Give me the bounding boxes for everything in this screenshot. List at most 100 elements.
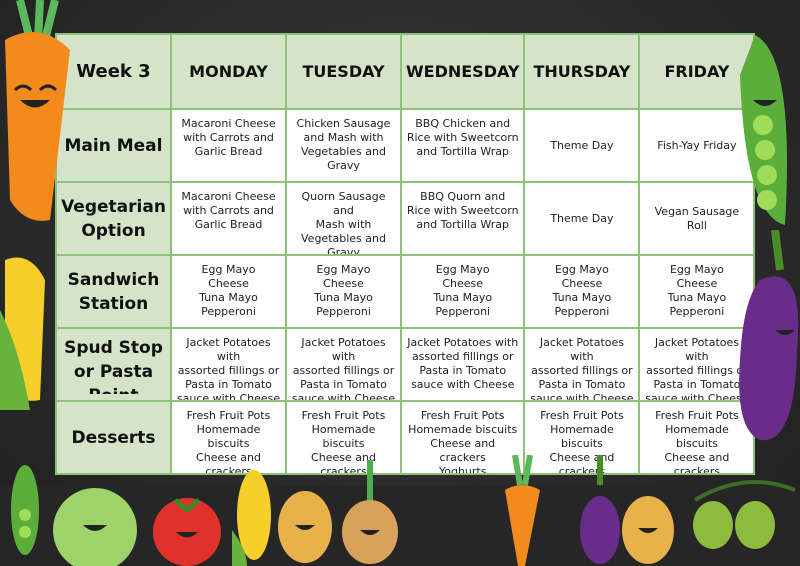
menu-cell: Egg Mayo Cheese Tuna Mayo Pepperoni: [399, 254, 526, 329]
menu-row: Desserts Fresh Fruit Pots Homemade biscuit…: [55, 400, 756, 475]
day-header-wednesday: WEDNESDAY: [399, 33, 526, 110]
menu-item: Fresh Fruit Pots: [301, 409, 386, 422]
onion-icon: [342, 460, 398, 564]
menu-cell: Jacket Potatoes with assorted fillings or…: [638, 327, 756, 402]
menu-item: Pasta in Tomato: [538, 378, 626, 391]
menu-cell: Fresh Fruit Pots Homemade biscuits Cheese …: [170, 400, 287, 475]
tomato-icon: [153, 498, 221, 566]
menu-item: Garlic Bread: [194, 145, 263, 158]
menu-item: sauce with Cheese: [176, 392, 281, 400]
menu-table: Week 3 MONDAY TUESDAY WEDNESDAY THURSDAY FRID…: [55, 33, 756, 475]
menu-item: Pasta in Tomato: [300, 378, 387, 391]
carrot-icon: [5, 0, 70, 221]
menu-cell: Macaroni Cheese with Carrots and Garlic Br…: [170, 108, 287, 183]
menu-item: Tuna Mayo: [433, 291, 493, 304]
menu-cell: Jacket Potatoes with assorted fillings or…: [285, 327, 402, 402]
menu-cell: Fish-Yay Friday: [638, 108, 756, 183]
menu-item: Cheese: [323, 277, 364, 290]
row-label-text: Sandwich Station: [67, 269, 160, 314]
menu-item: Egg Mayo: [316, 263, 371, 276]
menu-item: sauce with Cheese: [645, 392, 749, 400]
row-label-text: Vegetarian Option: [61, 196, 166, 241]
menu-cell: BBQ Chicken and Rice with Sweetcorn and To…: [399, 108, 526, 183]
day-header-thursday: THURSDAY: [523, 33, 641, 110]
menu-item: Cheese: [561, 277, 603, 290]
menu-item: with Carrots and: [183, 204, 274, 217]
menu-cell: Egg Mayo Cheese Tuna Mayo Pepperoni: [285, 254, 402, 329]
menu-cell: Jacket Potatoes with assorted fillings or…: [170, 327, 287, 402]
menu-item: Egg Mayo: [669, 263, 724, 276]
menu-cell: Egg Mayo Cheese Tuna Mayo Pepperoni: [523, 254, 641, 329]
menu-cell: Macaroni Cheese with Carrots and Garlic Br…: [170, 181, 287, 256]
menu-item: Tuna Mayo: [667, 291, 727, 304]
menu-item: Rice with Sweetcorn: [406, 131, 519, 144]
menu-item: sauce with Cheese: [411, 378, 515, 391]
row-label-text: Desserts: [71, 427, 156, 448]
menu-cell: Egg Mayo Cheese Tuna Mayo Pepperoni: [170, 254, 287, 329]
menu-item: Pepperoni: [316, 305, 371, 318]
menu-row: Main Meal Macaroni Cheese with Carrots and…: [55, 108, 756, 183]
menu-item: assorted fillings or: [292, 364, 395, 377]
potato-icon: [278, 491, 332, 563]
menu-item: BBQ Chicken and: [415, 117, 511, 130]
menu-item: Tuna Mayo: [314, 291, 373, 304]
menu-item: Homemade biscuits: [550, 423, 614, 450]
menu-item: Jacket Potatoes with: [407, 336, 519, 349]
menu-cell: Jacket Potatoes with assorted fillings or…: [399, 327, 526, 402]
menu-item: Garlic Bread: [194, 218, 263, 231]
menu-cell: Chicken Sausage and Mash with Vegetables a…: [285, 108, 402, 183]
menu-item: Jacket Potatoes with: [539, 336, 624, 363]
day-header-tuesday: TUESDAY: [285, 33, 402, 110]
row-label: Main Meal: [55, 108, 172, 183]
day-header-friday: FRIDAY: [638, 33, 756, 110]
menu-item: Cheese and crackers: [664, 451, 730, 473]
menu-item: and Mash with: [303, 131, 384, 144]
menu-item: Homemade biscuits: [311, 423, 376, 450]
menu-item: Homemade biscuits: [665, 423, 729, 450]
menu-item: assorted fillings or: [646, 364, 748, 377]
menu-item: Cheese and crackers: [196, 451, 261, 473]
menu-item: Jacket Potatoes with: [654, 336, 739, 363]
menu-cell: Egg Mayo Cheese Tuna Mayo Pepperoni: [638, 254, 756, 329]
menu-cell: Theme Day: [523, 181, 641, 256]
menu-cell: Fresh Fruit Pots Homemade biscuits Cheese …: [399, 400, 526, 475]
menu-item: Pepperoni: [435, 305, 491, 318]
row-label-text: Spud Stop or Pasta Point: [64, 337, 163, 394]
menu-item: Pepperoni: [554, 305, 610, 318]
menu-item: Tuna Mayo: [199, 291, 258, 304]
olives-icon: [693, 480, 796, 549]
menu-item: with Carrots and: [183, 131, 274, 144]
cabbage-icon: [53, 488, 137, 566]
menu-item: Egg Mayo: [201, 263, 256, 276]
menu-item: Jacket Potatoes with: [301, 336, 386, 363]
menu-item: Mash with: [315, 218, 372, 231]
corn-small-icon: [232, 470, 271, 566]
row-label: Sandwich Station: [55, 254, 172, 329]
row-label: Spud Stop or Pasta Point: [55, 327, 172, 402]
menu-item: sauce with Cheese: [530, 392, 634, 400]
corn-icon: [0, 257, 45, 410]
menu-item: Gravy: [327, 159, 360, 172]
menu-item: and Tortilla Wrap: [416, 218, 510, 231]
menu-row: Sandwich Station Egg Mayo Cheese Tuna Mayo P…: [55, 254, 756, 329]
menu-item: Fresh Fruit Pots: [420, 409, 505, 422]
menu-item: Homemade biscuits: [196, 423, 261, 450]
menu-item: assorted fillings or: [411, 350, 514, 363]
menu-item: and Tortilla Wrap: [416, 145, 510, 158]
menu-item: Vegan Sausage Roll: [654, 204, 740, 232]
menu-cell: Quorn Sausage and Mash with Vegetables and…: [285, 181, 402, 256]
menu-cell: Fresh Fruit Pots Homemade biscuits Cheese …: [285, 400, 402, 475]
menu-item: Rice with Sweetcorn: [406, 204, 519, 217]
day-header-monday: MONDAY: [170, 33, 287, 110]
menu-item: assorted fillings or: [177, 364, 280, 377]
menu-item: Egg Mayo: [554, 263, 609, 276]
menu-cell: Jacket Potatoes with assorted fillings or…: [523, 327, 641, 402]
row-label-text: Main Meal: [64, 135, 163, 156]
menu-item: BBQ Quorn and: [420, 190, 506, 203]
menu-item: Pasta in Tomato: [185, 378, 272, 391]
menu-item: Macaroni Cheese: [181, 117, 276, 130]
menu-item: Theme Day: [550, 211, 614, 225]
menu-item: Cheese: [442, 277, 484, 290]
menu-item: assorted fillings or: [531, 364, 633, 377]
menu-item: Pasta in Tomato: [419, 364, 507, 377]
